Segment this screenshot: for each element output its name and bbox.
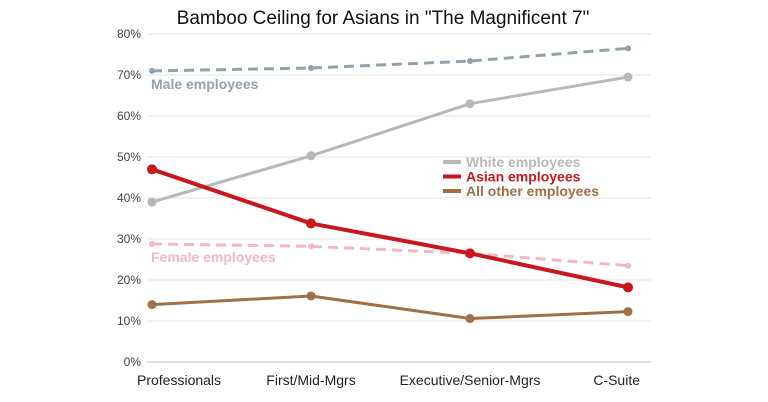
data-point [147, 197, 157, 207]
y-tick-label: 70% [117, 68, 141, 82]
x-tick-label: First/Mid-Mgrs [266, 372, 355, 388]
y-tick-label: 10% [117, 314, 141, 328]
y-tick-label: 30% [117, 232, 141, 246]
series-all-other-employees [147, 291, 633, 324]
data-point [147, 164, 157, 175]
series-line [151, 46, 629, 73]
data-point [308, 65, 314, 72]
series-line [151, 75, 629, 204]
data-point [623, 72, 633, 82]
y-tick-label: 60% [117, 109, 141, 123]
data-point [625, 45, 631, 52]
series [147, 45, 633, 324]
x-axis-ticks: Professionals First/Mid-Mgrs Executive/Sen… [137, 372, 640, 388]
legend-label: White employees [466, 154, 581, 170]
data-point [147, 300, 157, 310]
data-point [149, 67, 155, 74]
y-tick-label: 50% [117, 150, 141, 164]
y-tick-label: 40% [117, 191, 141, 205]
series-annotation: Female employees [151, 249, 276, 265]
chart-title: Bamboo Ceiling for Asians in "The Magnif… [177, 8, 590, 29]
y-axis-ticks: 0% 10% 20% 30% 40% 50% 60% 70% 80% [117, 27, 141, 369]
data-point [465, 99, 475, 109]
series-asian-employees [147, 164, 633, 293]
y-tick-label: 20% [117, 273, 141, 287]
series-male-employees [149, 45, 631, 74]
data-point [306, 151, 316, 161]
data-point [465, 248, 475, 259]
series-white-employees [147, 72, 633, 207]
data-point [623, 282, 633, 293]
legend-label: Asian employees [466, 169, 581, 185]
x-tick-label: Professionals [137, 372, 221, 388]
data-point [308, 243, 314, 250]
series-annotations: Male employees Female employees [151, 76, 276, 265]
data-point [467, 58, 473, 65]
series-annotation: Male employees [151, 76, 259, 92]
data-point [306, 218, 316, 229]
y-tick-label: 0% [124, 355, 142, 369]
series-line [151, 167, 629, 290]
series-line [151, 294, 629, 321]
data-point [465, 314, 475, 324]
x-tick-label: C-Suite [593, 372, 640, 388]
legend-label: All other employees [466, 183, 599, 199]
data-point [149, 240, 155, 247]
x-tick-label: Executive/Senior-Mgrs [400, 372, 541, 388]
data-point [625, 262, 631, 269]
data-point [623, 307, 633, 317]
y-tick-label: 80% [117, 27, 141, 41]
data-point [306, 291, 316, 301]
